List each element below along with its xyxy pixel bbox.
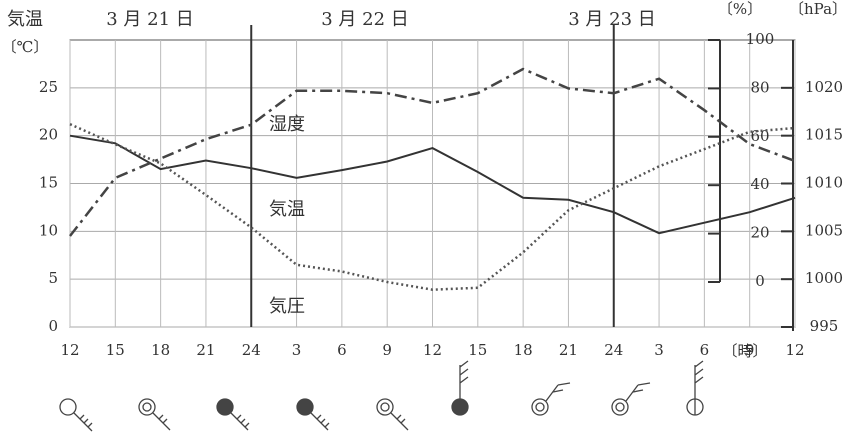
- weather-symbols: [59, 360, 704, 432]
- y-tick-label: 15: [39, 174, 58, 192]
- x-tick-label: 24: [604, 341, 623, 359]
- x-tick-label: 18: [514, 341, 533, 359]
- series-line: [69, 134, 796, 235]
- y-tick-label: 25: [39, 78, 58, 96]
- x-tick-label: 9: [382, 341, 392, 359]
- weather-clear: [59, 398, 93, 432]
- series-label: 気温: [269, 199, 305, 220]
- series-label: 湿度: [269, 114, 305, 135]
- y2-tick-label: 100: [746, 30, 775, 48]
- date-label: 3 月 22 日: [321, 9, 409, 30]
- x-tick-label: 24: [242, 341, 261, 359]
- weather-rain: [216, 398, 250, 431]
- weather-cloudy: [611, 382, 651, 416]
- y3-tick-label: 1000: [805, 269, 843, 287]
- x-tick-label: 12: [785, 341, 804, 359]
- x-tick-label: 15: [468, 341, 487, 359]
- weather-cloudy: [531, 382, 571, 416]
- x-tick-label: 21: [196, 341, 215, 359]
- y-tick-label: 10: [39, 221, 58, 239]
- y-axis-title: 気温: [7, 9, 43, 30]
- series-label: 気圧: [269, 296, 305, 317]
- y2-tick-label: 40: [750, 175, 769, 193]
- y-axis-unit: 〔℃〕: [2, 38, 49, 56]
- series-line: [69, 123, 796, 291]
- x-tick-label: 6: [337, 341, 347, 359]
- x-axis-unit: 〔時〕: [722, 342, 767, 360]
- x-tick-label: 12: [60, 341, 79, 359]
- date-label: 3 月 23 日: [568, 9, 656, 30]
- y2-axis-unit: 〔%〕: [718, 0, 762, 18]
- date-label: 3 月 21 日: [106, 9, 194, 30]
- weather-cloudy: [138, 398, 171, 431]
- y2-tick-label: 20: [750, 224, 769, 242]
- y3-tick-label: 1015: [805, 126, 843, 144]
- x-tick-label: 6: [700, 341, 710, 359]
- x-tick-label: 12: [423, 341, 442, 359]
- y-tick-label: 5: [48, 269, 58, 287]
- y-tick-label: 0: [48, 317, 58, 335]
- series-line: [69, 67, 796, 237]
- weather-rain: [451, 360, 469, 416]
- y3-tick-label: 1010: [805, 174, 843, 192]
- x-tick-label: 9: [745, 341, 755, 359]
- y2-tick-label: 0: [755, 272, 765, 290]
- x-tick-label: 3: [292, 341, 302, 359]
- x-tick-label: 18: [151, 341, 170, 359]
- x-tick-label: 3: [654, 341, 664, 359]
- x-tick-label: 15: [106, 341, 125, 359]
- weather-fog: [686, 360, 704, 416]
- weather-cloudy: [376, 398, 409, 431]
- y3-axis-unit: 〔hPa〕: [789, 0, 847, 18]
- y3-tick-label: 995: [810, 317, 839, 335]
- y2-tick-label: 60: [750, 127, 769, 145]
- y3-tick-label: 1020: [805, 78, 843, 96]
- weather-rain: [296, 398, 330, 431]
- x-tick-label: 21: [559, 341, 578, 359]
- y3-tick-label: 1005: [805, 221, 843, 239]
- y2-tick-label: 80: [750, 78, 769, 96]
- y-tick-label: 20: [39, 126, 58, 144]
